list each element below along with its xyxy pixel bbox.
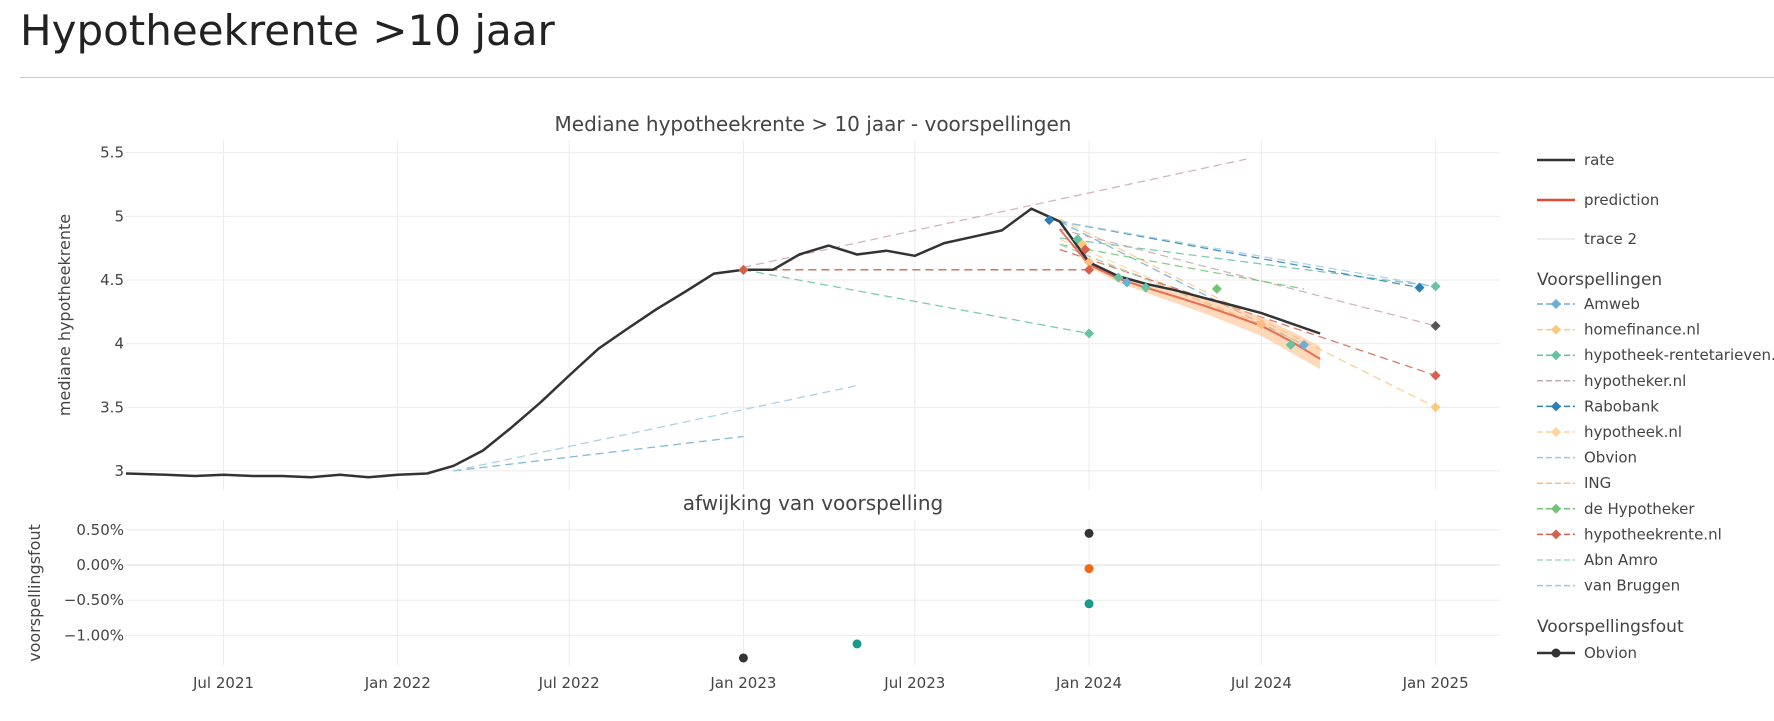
forecast-marker xyxy=(1211,283,1222,294)
forecast-marker xyxy=(1113,272,1124,283)
forecast-line xyxy=(453,435,744,472)
legend-group-title: Voorspellingen xyxy=(1537,270,1662,290)
legend-marker xyxy=(1551,503,1561,514)
y-tick-label: 5.5 xyxy=(100,144,124,162)
y-axis-label: mediane hypotheekrente xyxy=(55,214,74,416)
forecast-line xyxy=(1059,220,1436,288)
x-tick-label: Jul 2023 xyxy=(883,674,945,692)
x-tick-label: Jan 2024 xyxy=(1055,674,1122,692)
legend-label: Abn Amro xyxy=(1584,551,1658,569)
subplot-title: afwijking van voorspelling xyxy=(683,491,943,515)
legend-label: hypotheekrente.nl xyxy=(1584,525,1722,543)
forecast-line xyxy=(1059,243,1262,326)
forecast-line xyxy=(1059,237,1436,288)
error-point xyxy=(1084,564,1094,574)
legend-label: rate xyxy=(1584,151,1614,169)
legend-marker xyxy=(1551,427,1561,437)
y-tick-label: 0.00% xyxy=(76,556,124,574)
error-point xyxy=(1084,599,1094,609)
forecast-marker xyxy=(1084,264,1095,275)
y-tick-label: 0.50% xyxy=(76,521,124,539)
forecast-marker xyxy=(1256,319,1267,330)
legend-marker xyxy=(1551,529,1561,540)
x-tick-label: Jul 2022 xyxy=(538,674,600,692)
forecast-marker xyxy=(1430,402,1441,413)
x-tick-label: Jul 2024 xyxy=(1230,674,1292,692)
legend-label: hypotheek.nl xyxy=(1584,423,1682,441)
legend-label: hypotheek-rentetarieven.nl xyxy=(1584,346,1774,364)
y-tick-label: 5 xyxy=(114,207,124,225)
legend-label: van Bruggen xyxy=(1584,577,1680,595)
x-tick-label: Jan 2023 xyxy=(709,674,776,692)
y-tick-label: 3.5 xyxy=(100,398,124,416)
forecast-marker xyxy=(1140,282,1151,293)
legend-marker xyxy=(1551,648,1561,658)
legend-label: Obvion xyxy=(1584,449,1637,467)
legend-label: hypotheker.nl xyxy=(1584,372,1686,390)
legend-label: ING xyxy=(1584,474,1611,492)
forecast-marker xyxy=(1430,370,1441,381)
forecast-marker xyxy=(1285,339,1296,350)
prediction-line xyxy=(1058,228,1321,360)
page-title: Hypotheekrente >10 jaar xyxy=(20,6,555,55)
forecast-marker xyxy=(1414,282,1425,293)
forecast-line xyxy=(1059,243,1305,290)
chart-title: Mediane hypotheekrente > 10 jaar - voors… xyxy=(555,112,1072,136)
legend-label: trace 2 xyxy=(1584,230,1637,248)
legend-label: Obvion xyxy=(1584,644,1637,662)
error-point xyxy=(852,639,862,649)
error-point xyxy=(1084,528,1094,538)
legend-marker xyxy=(1551,401,1561,412)
y-tick-label: −0.50% xyxy=(64,591,124,609)
forecast-marker xyxy=(1430,281,1441,292)
y-tick-label: 3 xyxy=(114,462,124,480)
y-tick-label: 4.5 xyxy=(100,271,124,289)
forecast-line xyxy=(743,269,1090,335)
legend-label: Amweb xyxy=(1584,295,1640,313)
x-tick-label: Jan 2022 xyxy=(364,674,431,692)
y-tick-label: 4 xyxy=(114,335,124,353)
error-point xyxy=(738,653,748,663)
prediction-band xyxy=(1059,229,1321,370)
legend-marker xyxy=(1551,324,1561,335)
forecast-marker xyxy=(1084,257,1095,268)
legend-label: prediction xyxy=(1584,191,1659,209)
forecast-marker xyxy=(738,264,749,275)
forecast-marker xyxy=(1084,328,1095,339)
forecast-marker xyxy=(1430,320,1441,331)
forecast-marker xyxy=(1121,277,1132,288)
legend-marker xyxy=(1551,299,1561,309)
legend-marker xyxy=(1551,350,1561,361)
y-axis-label: voorspellingsfout xyxy=(25,524,44,662)
forecast-line xyxy=(743,158,1247,268)
forecast-marker xyxy=(1298,339,1309,350)
y-tick-label: −1.00% xyxy=(64,626,124,644)
legend-label: homefinance.nl xyxy=(1584,321,1700,339)
title-divider xyxy=(20,77,1774,78)
forecast-line xyxy=(1059,220,1420,289)
forecast-line xyxy=(453,384,858,472)
forecast-marker xyxy=(1044,215,1055,226)
legend-group-title: Voorspellingsfout xyxy=(1537,617,1684,637)
forecast-marker xyxy=(1080,244,1091,255)
legend-label: Rabobank xyxy=(1584,397,1659,415)
legend-label: de Hypotheker xyxy=(1584,500,1695,518)
x-tick-label: Jan 2025 xyxy=(1402,674,1469,692)
x-tick-label: Jul 2021 xyxy=(192,674,254,692)
